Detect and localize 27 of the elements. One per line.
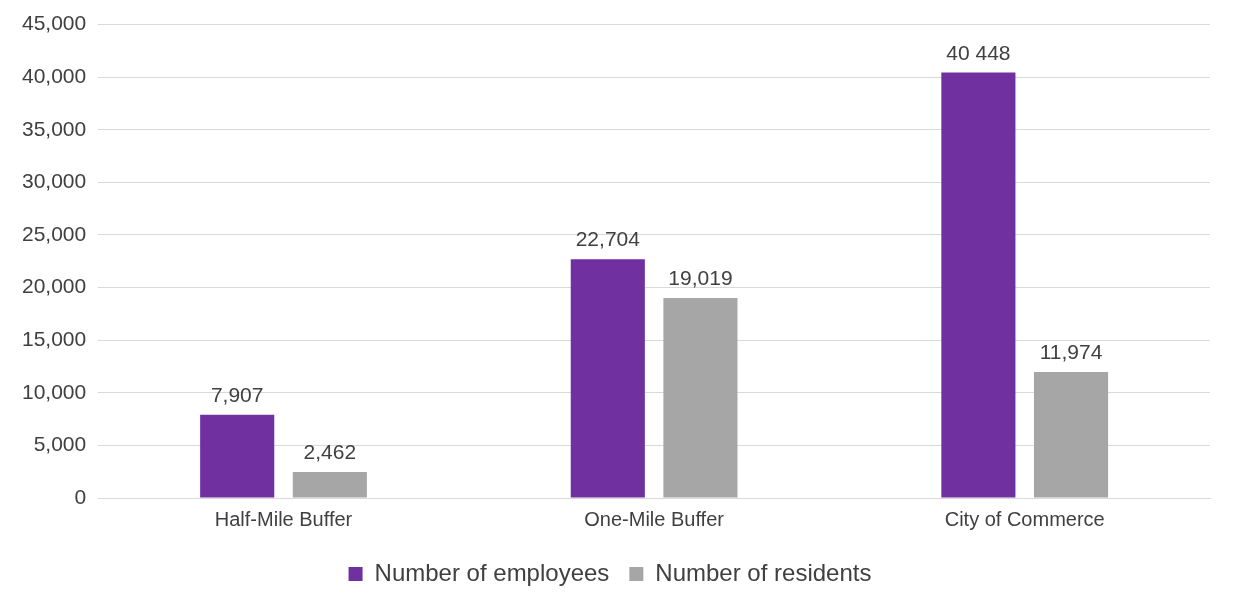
- y-tick-label: 20,000: [22, 274, 87, 298]
- data-label: 2,462: [303, 440, 357, 464]
- bar: [200, 414, 275, 498]
- data-label: 22,704: [575, 227, 641, 251]
- legend-label: Number of residents: [655, 558, 872, 586]
- legend-label: Number of employees: [374, 558, 610, 586]
- bar: [292, 472, 367, 498]
- y-tick-label: 40,000: [22, 64, 87, 87]
- y-tick-label: 5,000: [33, 432, 87, 456]
- y-tick-label: 15,000: [22, 327, 87, 350]
- y-tick-label: 30,000: [22, 169, 87, 193]
- y-tick-label: 10,000: [22, 379, 87, 403]
- x-tick-label: City of Commerce: [944, 507, 1105, 530]
- y-tick-label: 0: [74, 484, 87, 508]
- y-tick-label: 35,000: [22, 116, 87, 140]
- x-tick-label: One-Mile Buffer: [584, 507, 725, 530]
- x-tick-label: Half-Mile Buffer: [214, 507, 353, 530]
- bar: [1033, 372, 1109, 498]
- bar: [941, 72, 1016, 498]
- bar: [570, 259, 645, 498]
- bar: [663, 297, 738, 498]
- y-tick-label: 45,000: [22, 11, 87, 35]
- data-label: 7,907: [210, 383, 264, 407]
- data-label: 19,019: [668, 266, 733, 290]
- data-label: 11,974: [1039, 340, 1103, 364]
- data-label: 40 448: [946, 40, 1011, 64]
- y-tick-label: 25,000: [22, 221, 87, 245]
